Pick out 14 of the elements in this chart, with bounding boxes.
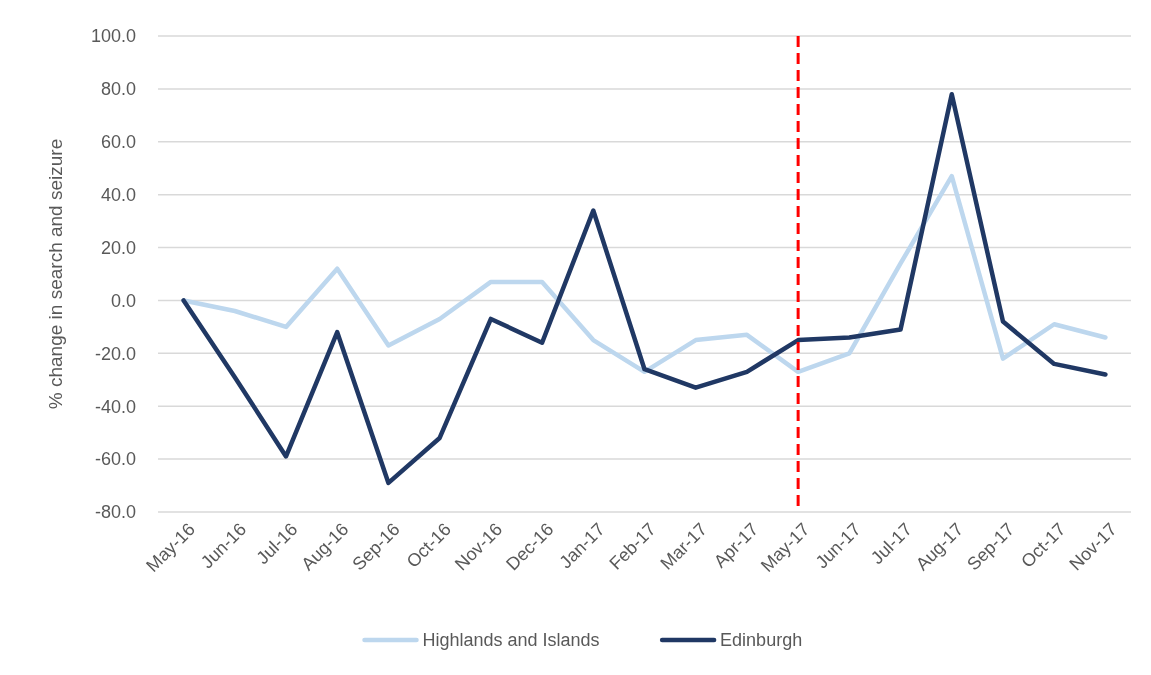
legend-label: Edinburgh [720,630,803,651]
y-tick-label: -80.0 [94,502,136,523]
legend-label: Highlands and Islands [422,630,600,651]
y-tick-label: 80.0 [100,79,136,100]
y-tick-label: -20.0 [94,343,136,364]
line-series [181,91,1108,486]
y-tick-label: 0.0 [110,290,136,311]
y-tick-label: 60.0 [100,132,136,153]
y-tick-label: 20.0 [100,237,136,258]
y-tick-label: -60.0 [94,449,136,470]
y-axis-title: % change in search and seizure [45,138,66,410]
y-tick-label: 100.0 [90,26,136,47]
y-tick-label: -40.0 [94,396,136,417]
y-tick-label: 40.0 [100,184,136,205]
